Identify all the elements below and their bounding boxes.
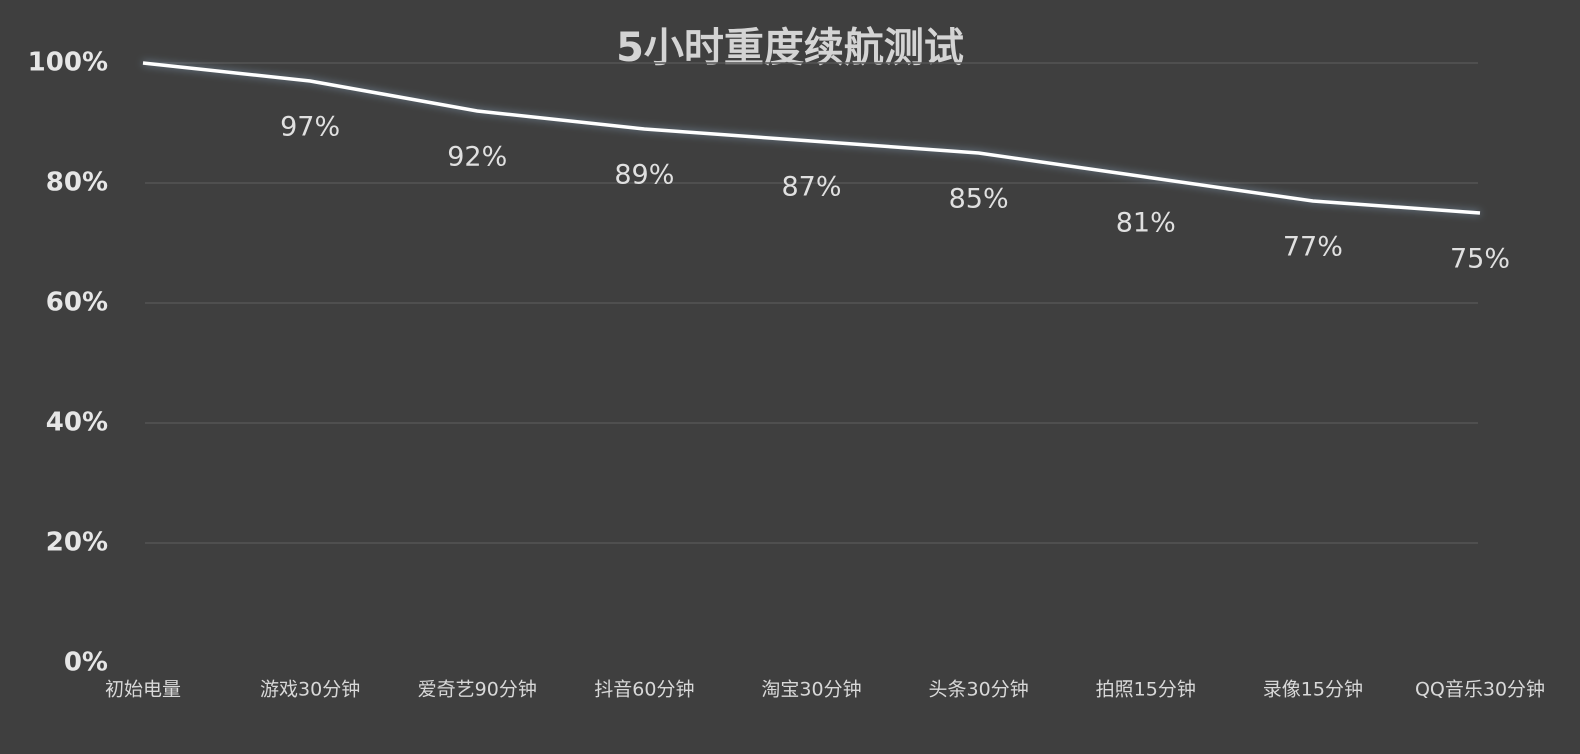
- y-tick-label: 40%: [46, 408, 108, 438]
- data-label: 75%: [1450, 244, 1510, 275]
- data-label: 97%: [280, 112, 340, 143]
- x-tick-label: 录像15分钟: [1263, 679, 1363, 701]
- y-tick-label: 80%: [46, 168, 108, 198]
- data-label: 81%: [1116, 208, 1176, 239]
- y-tick-label: 0%: [64, 648, 108, 678]
- data-label: 89%: [614, 160, 674, 191]
- chart-title: 5小时重度续航测试: [616, 25, 964, 71]
- x-tick-label: 游戏30分钟: [260, 679, 360, 701]
- y-tick-label: 20%: [46, 528, 108, 558]
- x-tick-label: 抖音60分钟: [594, 679, 694, 701]
- x-tick-label: 爱奇艺90分钟: [418, 679, 537, 701]
- x-tick-label: QQ音乐30分钟: [1415, 679, 1545, 701]
- y-tick-label: 100%: [28, 48, 108, 78]
- data-label: 87%: [781, 172, 841, 203]
- data-line: [142, 61, 1481, 215]
- x-tick-label: 拍照15分钟: [1096, 679, 1196, 701]
- y-tick-label: 60%: [46, 288, 108, 318]
- x-tick-label: 初始电量: [105, 679, 181, 701]
- x-tick-label: 淘宝30分钟: [761, 679, 861, 701]
- data-label: 85%: [949, 184, 1009, 215]
- data-label: 77%: [1283, 232, 1343, 263]
- x-tick-label: 头条30分钟: [929, 679, 1029, 701]
- data-label: 92%: [447, 142, 507, 173]
